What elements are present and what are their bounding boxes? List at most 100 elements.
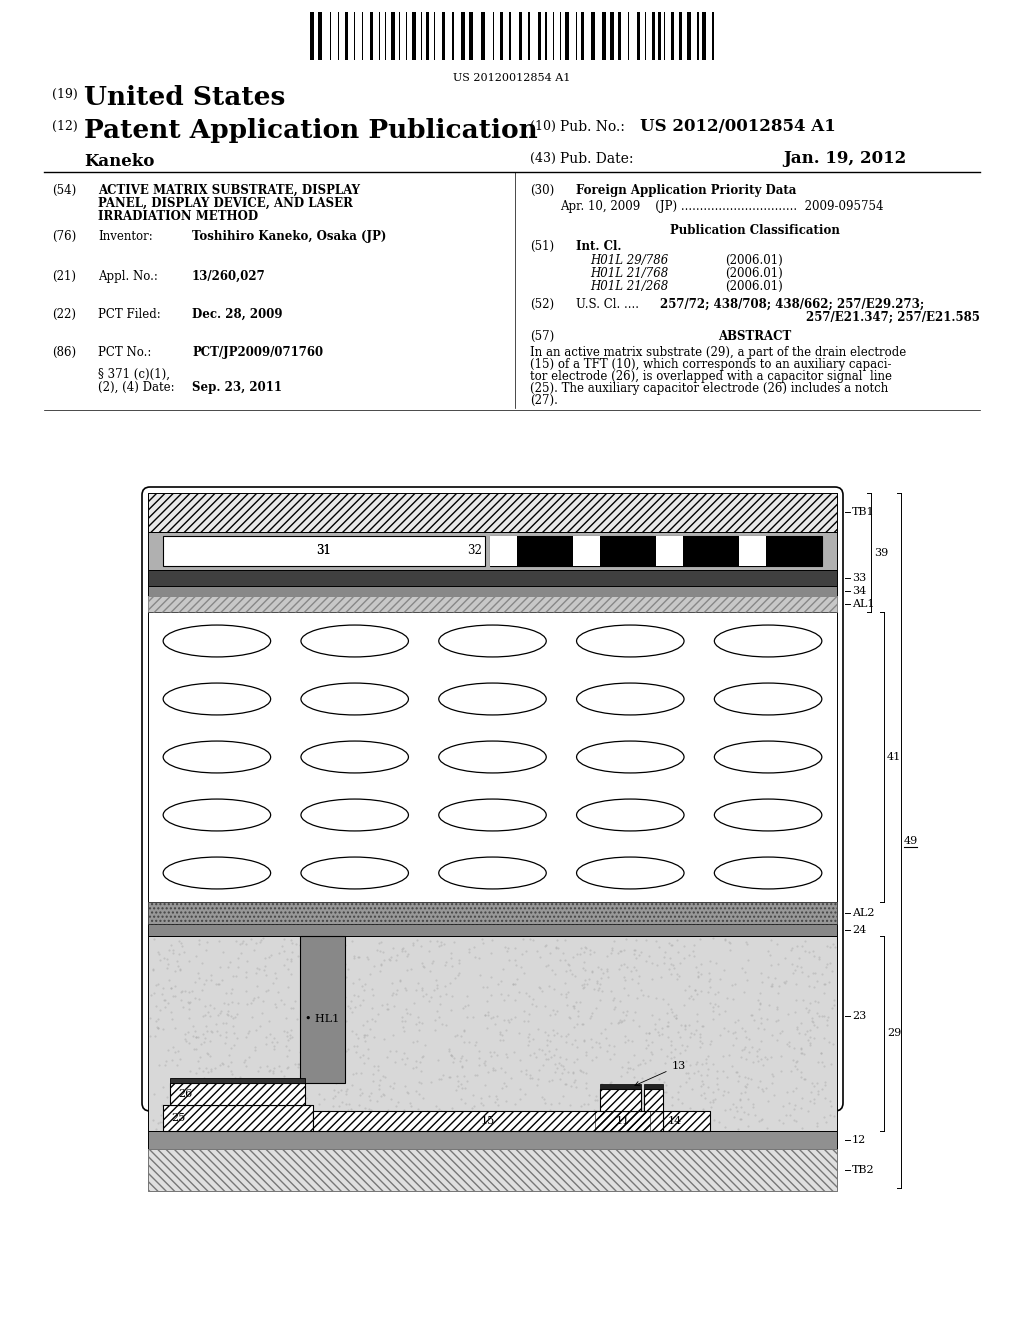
Ellipse shape (715, 741, 822, 774)
Bar (374, 12, 378, 59)
Ellipse shape (715, 799, 822, 832)
Bar (675, 12, 677, 59)
Text: PANEL, DISPLAY DEVICE, AND LASER: PANEL, DISPLAY DEVICE, AND LASER (98, 197, 353, 210)
Bar (656, 536, 683, 566)
Bar (300, 936, 345, 1082)
Bar (452, 12, 454, 59)
Text: US 20120012854 A1: US 20120012854 A1 (454, 73, 570, 83)
Bar (708, 12, 710, 59)
Bar (148, 902, 837, 924)
Ellipse shape (438, 682, 546, 715)
Bar (663, 1111, 710, 1131)
Bar (148, 1148, 837, 1191)
Ellipse shape (438, 799, 546, 832)
Bar (313, 1111, 663, 1131)
Text: § 371 (c)(1),: § 371 (c)(1), (98, 368, 170, 381)
Text: 14: 14 (668, 1115, 682, 1126)
Bar (642, 12, 644, 59)
Text: (12): (12) (52, 120, 78, 133)
Bar (370, 12, 373, 59)
Ellipse shape (715, 682, 822, 715)
Bar (408, 12, 410, 59)
Text: TB2: TB2 (852, 1166, 874, 1175)
Text: US 2012/0012854 A1: US 2012/0012854 A1 (640, 117, 836, 135)
Bar (148, 902, 837, 924)
Text: 12: 12 (852, 1135, 866, 1144)
Bar (519, 12, 522, 59)
Bar (163, 1105, 313, 1131)
Text: (19): (19) (52, 88, 78, 102)
Text: TB1: TB1 (852, 507, 874, 517)
Bar (349, 12, 353, 59)
Text: H01L 29/786: H01L 29/786 (590, 253, 669, 267)
Bar (490, 536, 822, 566)
Bar (442, 12, 445, 59)
Text: (76): (76) (52, 230, 76, 243)
Bar (388, 12, 390, 59)
Text: 13: 13 (635, 1061, 686, 1086)
Bar (573, 536, 600, 566)
Text: (25). The auxiliary capacitor electrode (26) includes a notch: (25). The auxiliary capacitor electrode … (530, 381, 888, 395)
Text: Pub. No.:: Pub. No.: (560, 120, 625, 135)
Bar (148, 1148, 837, 1191)
Text: (57): (57) (530, 330, 554, 343)
Bar (469, 12, 473, 59)
Ellipse shape (301, 682, 409, 715)
Bar (356, 12, 360, 59)
Bar (658, 12, 662, 59)
Bar (310, 12, 314, 59)
Bar (683, 12, 685, 59)
Bar (712, 12, 714, 59)
Ellipse shape (163, 857, 270, 888)
Text: ACTIVE MATRIX SUBSTRATE, DISPLAY: ACTIVE MATRIX SUBSTRATE, DISPLAY (98, 183, 360, 197)
Text: 15: 15 (481, 1115, 496, 1126)
Bar (148, 612, 837, 902)
Bar (461, 12, 465, 59)
Text: PCT Filed:: PCT Filed: (98, 308, 161, 321)
Ellipse shape (577, 626, 684, 657)
Bar (148, 597, 837, 612)
Bar (556, 12, 559, 59)
Bar (637, 12, 640, 59)
Text: (43): (43) (530, 152, 556, 165)
Text: United States: United States (84, 84, 286, 110)
Bar (532, 12, 536, 59)
Bar (509, 12, 511, 59)
Text: Jan. 19, 2012: Jan. 19, 2012 (783, 150, 906, 168)
Bar (663, 1111, 710, 1131)
Bar (315, 12, 317, 59)
Bar (739, 536, 766, 566)
Ellipse shape (438, 741, 546, 774)
Text: 29: 29 (887, 1028, 901, 1039)
Text: 41: 41 (887, 752, 901, 762)
Ellipse shape (163, 799, 270, 832)
Text: 33: 33 (852, 573, 866, 583)
Bar (345, 12, 348, 59)
Text: (2006.01): (2006.01) (725, 280, 782, 293)
Bar (333, 12, 336, 59)
Text: 24: 24 (852, 925, 866, 935)
Text: (2), (4) Date:: (2), (4) Date: (98, 381, 175, 393)
Bar (170, 1082, 305, 1105)
Bar (466, 12, 468, 59)
Ellipse shape (577, 682, 684, 715)
Text: 34: 34 (852, 586, 866, 597)
Text: (52): (52) (530, 298, 554, 312)
Text: Pub. Date:: Pub. Date: (560, 152, 634, 166)
Bar (456, 12, 460, 59)
Bar (549, 12, 551, 59)
Bar (431, 12, 433, 59)
Text: (54): (54) (52, 183, 76, 197)
Text: (10): (10) (530, 120, 556, 133)
Bar (324, 12, 328, 59)
Text: 257/72; 438/708; 438/662; 257/E29.273;: 257/72; 438/708; 438/662; 257/E29.273; (660, 298, 925, 312)
Bar (148, 492, 837, 532)
Bar (382, 12, 384, 59)
Bar (148, 1131, 837, 1148)
Text: (51): (51) (530, 240, 554, 253)
Bar (170, 1082, 305, 1105)
Bar (562, 12, 564, 59)
Bar (170, 1078, 305, 1082)
Bar (481, 12, 485, 59)
Bar (715, 12, 719, 59)
